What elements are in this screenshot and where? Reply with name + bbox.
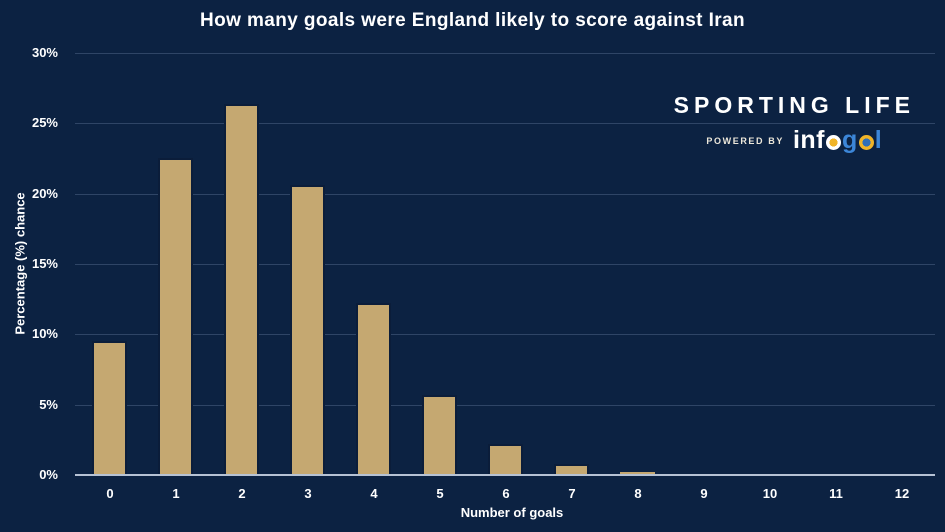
gridline [75,123,935,125]
bar-goals-0 [92,341,127,475]
bar-goals-1 [158,158,193,475]
x-tick-label: 7 [568,486,576,501]
bar-goals-4 [356,303,391,475]
x-tick-label: 8 [634,486,642,501]
x-tick-label: 3 [304,486,312,501]
x-tick-label: 9 [700,486,708,501]
infogol-text-l: l [874,126,883,154]
sporting-life-logo: SPORTING LIFE [673,92,915,118]
chart-title: How many goals were England likely to sc… [199,10,746,31]
powered-by-row: POWERED BY inf g l [674,128,915,153]
y-tick-label: 20% [31,185,58,201]
infogol-logo: inf g l [793,128,882,153]
y-tick-label: 5% [39,396,58,412]
bar-goals-7 [554,464,589,475]
x-tick-label: 2 [238,486,246,501]
bar-goals-3 [290,185,325,475]
football-icon [858,135,874,150]
x-tick-label: 5 [436,486,444,501]
bar-goals-6 [488,444,523,475]
x-tick-label: 1 [172,486,180,501]
bar-goals-2 [224,104,259,475]
x-tick-label: 6 [502,486,510,501]
y-tick-label: 30% [31,45,58,60]
x-tick-label: 11 [829,486,843,501]
x-axis-title: Number of goals [460,505,564,520]
gridline [75,404,935,406]
gridline [75,334,935,336]
y-tick-label: 10% [31,326,58,342]
football-icon [825,135,841,150]
branding-block: SPORTING LIFE POWERED BY inf g l [674,92,915,153]
x-tick-label: 12 [894,486,910,501]
infogol-text-inf: inf [792,126,825,154]
infogol-text-g: g [841,126,858,154]
gridline [75,53,935,54]
gridline [75,193,935,195]
x-tick-label: 10 [762,486,778,501]
y-tick-label: 0% [39,467,58,482]
powered-by-label: POWERED BY [706,135,784,146]
bar-goals-5 [422,395,457,475]
x-axis-line [75,474,935,476]
y-tick-label: 25% [31,115,58,131]
gridline [75,264,935,265]
x-tick-label: 4 [370,486,378,501]
bar-goals-8 [620,472,655,475]
y-tick-label: 15% [31,256,58,271]
x-tick-label: 0 [106,486,114,501]
